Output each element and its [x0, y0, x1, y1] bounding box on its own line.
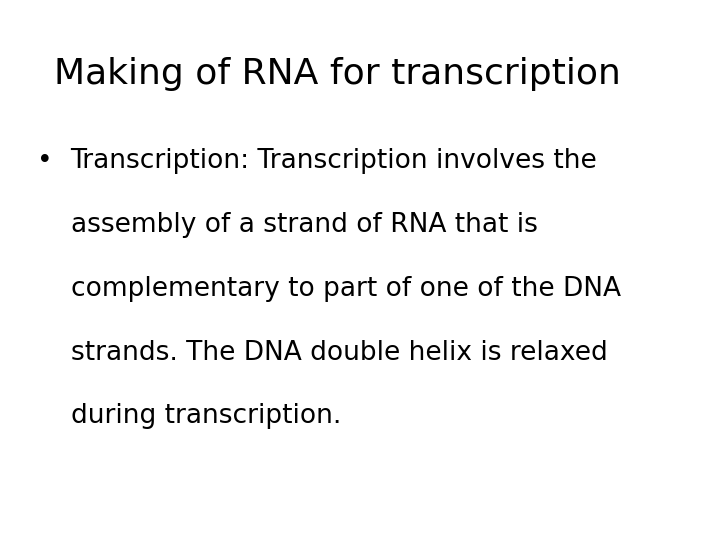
Text: strands. The DNA double helix is relaxed: strands. The DNA double helix is relaxed [71, 340, 607, 366]
Text: •: • [37, 148, 53, 174]
Text: complementary to part of one of the DNA: complementary to part of one of the DNA [71, 276, 621, 302]
Text: assembly of a strand of RNA that is: assembly of a strand of RNA that is [71, 212, 537, 238]
Text: Making of RNA for transcription: Making of RNA for transcription [54, 57, 621, 91]
Text: during transcription.: during transcription. [71, 403, 341, 429]
Text: Transcription: Transcription involves the: Transcription: Transcription involves th… [71, 148, 598, 174]
